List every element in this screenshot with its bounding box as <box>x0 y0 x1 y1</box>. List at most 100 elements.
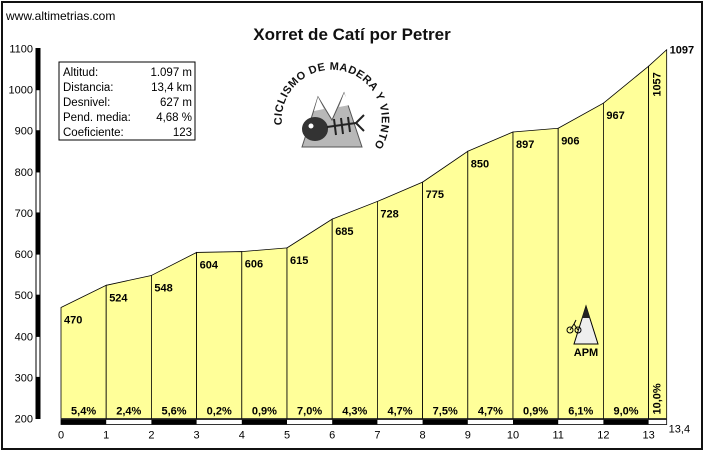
stat-label: Altitud: <box>63 67 98 79</box>
x-tick-label: 6 <box>329 430 335 442</box>
y-tick-label: 1100 <box>9 44 33 56</box>
y-axis-segment <box>35 212 41 255</box>
altitude-label: 775 <box>426 189 444 201</box>
y-tick-label: 300 <box>15 372 33 384</box>
altitude-label: 1057 <box>652 72 664 96</box>
x-tick-label: 0 <box>58 430 64 442</box>
stat-value: 13,4 km <box>151 82 192 94</box>
y-tick-label: 200 <box>15 414 33 426</box>
y-tick-label: 500 <box>15 290 33 302</box>
gradient-label: 9,0% <box>613 406 638 418</box>
stat-value: 1.097 m <box>150 67 192 79</box>
chart-title: Xorret de Catí por Petrer <box>253 25 451 44</box>
profile-segment <box>648 48 668 419</box>
gradient-label: 2,4% <box>116 406 141 418</box>
altitude-label: 470 <box>64 315 82 327</box>
gradient-label: 4,3% <box>342 406 367 418</box>
gradient-label: 7,0% <box>297 406 322 418</box>
gradient-label: 0,2% <box>207 406 232 418</box>
y-axis-segment <box>35 335 41 378</box>
x-tick-label: 11 <box>552 430 563 442</box>
altitude-label: 548 <box>154 282 172 294</box>
x-axis-segment <box>332 419 378 425</box>
stat-value: 4,68 % <box>156 112 192 124</box>
profile-segment <box>196 251 243 419</box>
stat-label: Desnivel: <box>63 97 110 109</box>
x-axis-segment <box>513 419 559 425</box>
profile-segment <box>512 127 559 419</box>
altitude-label: 906 <box>561 135 579 147</box>
y-tick-label: 800 <box>15 167 33 179</box>
altitude-label: 685 <box>335 226 353 238</box>
altitude-label: 1097 <box>670 45 694 57</box>
y-axis-segment <box>35 130 41 173</box>
altitude-label: 604 <box>200 259 219 271</box>
gradient-label: 10,0% <box>652 383 664 414</box>
y-axis-segment <box>35 294 41 337</box>
stat-label: Distancia: <box>63 82 114 94</box>
x-tick-label: 7 <box>374 430 380 442</box>
x-tick-label: 8 <box>420 430 426 442</box>
apm-label: APM <box>574 347 598 359</box>
stats-box: Altitud: 1.097 m Distancia: 13,4 km Desnivel… <box>58 61 196 141</box>
x-axis: 0 1 2 3 4 5 6 7 8 9 10 11 12 13 13,4 <box>58 419 690 442</box>
profile-segment <box>557 102 604 419</box>
y-tick-label: 600 <box>15 249 33 261</box>
gradient-label: 0,9% <box>252 406 277 418</box>
profile-segment <box>467 131 514 419</box>
x-tick-label: 10 <box>507 430 519 442</box>
altitude-label: 897 <box>516 139 534 151</box>
y-axis-segment <box>35 89 41 132</box>
x-axis-segment <box>61 419 107 425</box>
altitude-label: 728 <box>380 208 398 220</box>
y-axis-segment <box>35 48 41 91</box>
stat-label: Pend. media: <box>63 112 131 124</box>
x-tick-label: 12 <box>597 430 609 442</box>
x-tick-label: 13 <box>642 430 654 442</box>
altitude-label: 606 <box>245 259 263 271</box>
data-labels: 470 524 548 604 606 615 685 728 775 850 897 906 967 1… <box>64 45 694 418</box>
x-tick-label: 5 <box>284 430 290 442</box>
x-axis-segment <box>422 419 468 425</box>
y-tick-label: 700 <box>15 208 33 220</box>
stat-value: 627 m <box>160 97 192 109</box>
y-tick-label: 400 <box>15 331 33 343</box>
altitude-label: 615 <box>290 255 308 267</box>
site-url: www.altimetrias.com <box>5 9 115 23</box>
x-axis-segment <box>603 419 649 425</box>
profile-segment <box>286 218 333 419</box>
gradient-label: 4,7% <box>387 406 412 418</box>
y-axis-segment <box>35 253 41 296</box>
profile-segment <box>60 284 107 419</box>
x-tick-label: 1 <box>103 430 109 442</box>
axes: 200 300 400 500 600 700 800 900 1000 1100 <box>9 44 41 426</box>
gradient-label: 5,4% <box>71 406 96 418</box>
altitude-label: 850 <box>471 158 489 170</box>
mountain-cyclist-icon: APM <box>566 304 599 359</box>
altitude-label: 524 <box>109 292 128 304</box>
profile-segment <box>241 247 288 419</box>
profile-area <box>60 48 668 419</box>
stat-value: 123 <box>173 127 192 139</box>
gradient-label: 6,1% <box>568 406 593 418</box>
y-axis-segment <box>35 376 41 420</box>
y-axis-segment <box>35 171 41 214</box>
x-tick-label: 2 <box>148 430 154 442</box>
x-tick-label: 3 <box>194 430 200 442</box>
gradient-label: 0,9% <box>523 406 548 418</box>
gradient-label: 5,6% <box>161 406 186 418</box>
gradient-label: 4,7% <box>478 406 503 418</box>
x-tick-label: 4 <box>239 430 245 442</box>
altitude-label: 967 <box>606 110 624 122</box>
x-end-label: 13,4 <box>669 424 690 436</box>
x-axis-segment <box>151 419 197 425</box>
y-tick-label: 900 <box>15 126 33 138</box>
x-tick-label: 9 <box>465 430 471 442</box>
mountain-fish-logo: CICLISMO DE MADERA Y VIENTO <box>273 61 391 152</box>
profile-segment <box>150 251 198 419</box>
gradient-label: 7,5% <box>433 406 458 418</box>
stat-label: Coeficiente: <box>63 127 124 139</box>
x-axis-segment <box>241 419 287 425</box>
y-tick-label: 1000 <box>9 85 33 97</box>
